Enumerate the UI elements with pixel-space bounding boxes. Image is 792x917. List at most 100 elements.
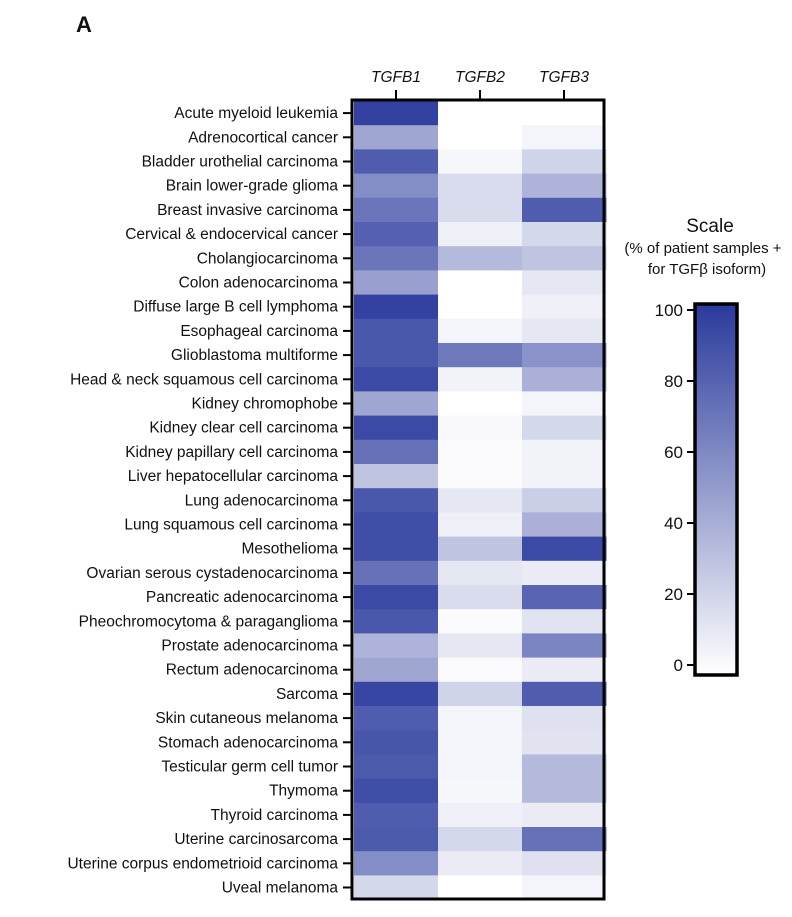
- heatmap-cell: [438, 367, 523, 392]
- heatmap-cell: [522, 512, 607, 538]
- heatmap-cell: [522, 609, 607, 634]
- heatmap-cell: [354, 391, 439, 417]
- heatmap-cell: [522, 633, 607, 659]
- heatmap-cell: [438, 101, 523, 126]
- column-label: TGFB1: [371, 69, 421, 86]
- scale-ticks: 0 20 40 60 80 100: [655, 301, 695, 675]
- heatmap-cell: [438, 802, 523, 828]
- heatmap-cell: [438, 875, 523, 901]
- heatmap-cell: [522, 681, 607, 707]
- heatmap-cell: [522, 875, 607, 901]
- heatmap-cell: [354, 294, 439, 320]
- heatmap-cell: [354, 512, 439, 538]
- scale-tick-label: 20: [664, 585, 683, 604]
- row-label: Pheochromocytoma & paraganglioma: [79, 613, 339, 630]
- heatmap-cell: [522, 173, 607, 199]
- row-label: Esophageal carcinoma: [180, 323, 338, 340]
- heatmap-cell: [438, 754, 523, 780]
- column-ticks: [395, 90, 565, 100]
- heatmap-cell: [522, 270, 607, 296]
- heatmap-cell: [354, 149, 439, 175]
- scale-gradient-bar: [693, 302, 739, 677]
- row-label: Diffuse large B cell lymphoma: [133, 299, 338, 316]
- row-label: Lung squamous cell carcinoma: [124, 517, 338, 534]
- heatmap-cell: [438, 560, 523, 586]
- heatmap-cell: [438, 318, 523, 344]
- heatmap-cell: [522, 415, 607, 441]
- heatmap-cell: [354, 730, 439, 755]
- heatmap-cell: [354, 633, 439, 659]
- heatmap-cell: [354, 488, 439, 513]
- row-label: Glioblastoma multiforme: [171, 347, 338, 364]
- heatmap-cell: [522, 294, 607, 320]
- heatmap-cell: [354, 536, 439, 562]
- row-label: Lung adenocarcinoma: [185, 492, 339, 509]
- heatmap-cell: [522, 657, 607, 683]
- heatmap-cell: [522, 706, 607, 731]
- heatmap-cell: [522, 754, 607, 780]
- heatmap-cell: [438, 488, 523, 513]
- heatmap-cell: [354, 197, 439, 223]
- row-labels: Acute myeloid leukemia Adrenocortical can…: [67, 105, 338, 896]
- heatmap-cell: [354, 318, 439, 344]
- heatmap-cell: [438, 778, 523, 804]
- heatmap-cell: [438, 391, 523, 417]
- row-label: Breast invasive carcinoma: [157, 202, 338, 219]
- row-label: Pancreatic adenocarcinoma: [146, 589, 339, 606]
- heatmap-cell: [438, 633, 523, 659]
- heatmap-cell: [438, 246, 523, 271]
- scale-tick-label: 60: [664, 443, 683, 462]
- scale-title: Scale: [686, 216, 734, 237]
- heatmap-cell: [522, 439, 607, 465]
- row-ticks: [343, 112, 352, 889]
- heatmap-cell: [354, 802, 439, 828]
- heatmap-cell: [354, 101, 439, 126]
- heatmap-cell: [354, 125, 439, 150]
- row-label: Kidney chromophobe: [192, 396, 339, 413]
- heatmap-cell: [438, 609, 523, 634]
- row-label: Stomach adenocarcinoma: [158, 734, 338, 751]
- heatmap-cell: [438, 415, 523, 441]
- heatmap-cell: [438, 730, 523, 755]
- heatmap-cell: [522, 149, 607, 175]
- row-label: Liver hepatocellular carcinoma: [128, 468, 339, 485]
- heatmap-cell: [438, 270, 523, 296]
- heatmap-cell: [354, 560, 439, 586]
- heatmap-cell: [438, 657, 523, 683]
- heatmap-cell: [354, 222, 439, 247]
- row-label: Skin cutaneous melanoma: [155, 710, 338, 727]
- heatmap-cell: [522, 827, 607, 852]
- row-label: Testicular germ cell tumor: [161, 759, 338, 776]
- heatmap-cell: [354, 875, 439, 901]
- heatmap-cell: [354, 173, 439, 199]
- heatmap-cell: [354, 657, 439, 683]
- heatmap-cell: [522, 101, 607, 126]
- heatmap-cell: [438, 125, 523, 150]
- heatmap-cell: [438, 343, 523, 368]
- heatmap-cell: [522, 222, 607, 247]
- heatmap-cell: [522, 391, 607, 417]
- heatmap-cell: [438, 197, 523, 223]
- column-labels: TGFB1 TGFB2 TGFB3: [371, 69, 589, 86]
- scale-subtitle-line1: (% of patient samples +: [624, 240, 781, 257]
- row-label: Adrenocortical cancer: [188, 129, 338, 146]
- heatmap-cell: [438, 439, 523, 465]
- heatmap-cell: [522, 560, 607, 586]
- heatmap-cell: [522, 802, 607, 828]
- row-label: Ovarian serous cystadenocarcinoma: [86, 565, 338, 582]
- row-label: Acute myeloid leukemia: [174, 105, 338, 122]
- heatmap-cell: [354, 270, 439, 296]
- scale-subtitle-line2: for TGFβ isoform): [648, 261, 766, 278]
- scale-tick-label: 40: [664, 514, 683, 533]
- row-label: Brain lower-grade glioma: [166, 178, 339, 195]
- row-label: Rectum adenocarcinoma: [166, 662, 339, 679]
- heatmap-cell: [354, 706, 439, 731]
- heatmap-cell: [438, 149, 523, 175]
- row-label: Colon adenocarcinoma: [179, 275, 339, 292]
- row-label: Sarcoma: [276, 686, 338, 703]
- heatmap-cell: [438, 173, 523, 199]
- color-scale-legend: Scale (% of patient samples + for TGFβ i…: [624, 216, 782, 677]
- heatmap-cell: [438, 706, 523, 731]
- row-label: Cervical & endocervical cancer: [125, 226, 338, 243]
